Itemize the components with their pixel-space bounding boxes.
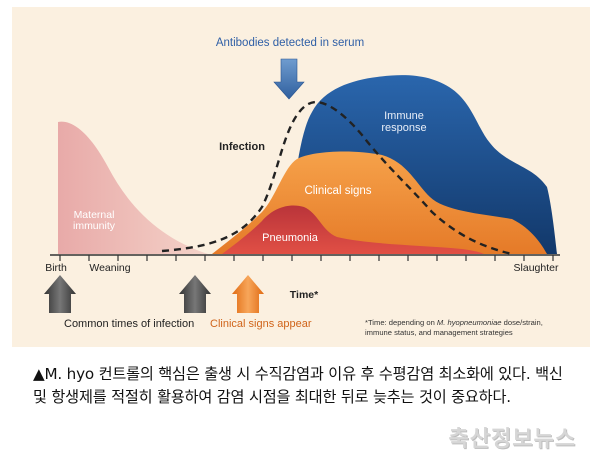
- footnote-line1: *Time: depending on M. hyopneumoniae dos…: [365, 318, 543, 327]
- immune-response-label-line1: Immune: [384, 110, 424, 122]
- infection-label: Infection: [219, 141, 265, 153]
- antibodies-label: Antibodies detected in serum: [216, 37, 364, 49]
- infection-time-arrow-icon: [179, 275, 211, 313]
- axis-ticks: [59, 255, 554, 261]
- common-infection-label: Common times of infection: [64, 318, 194, 330]
- footnote-species: M. hyopneumoniae: [437, 318, 502, 327]
- maternal-immunity-label-line2: immunity: [73, 220, 116, 232]
- infection-time-arrow-icon: [44, 275, 76, 313]
- mhyo-infection-timeline-diagram: Antibodies detected in serum Infection I…: [12, 7, 590, 347]
- clinical-appear-label: Clinical signs appear: [210, 318, 312, 330]
- pneumonia-area: [222, 205, 484, 254]
- pneumonia-label: Pneumonia: [262, 232, 319, 244]
- maternal-immunity-label-line1: Maternal: [74, 209, 115, 221]
- axis-time-label: Time*: [290, 289, 319, 301]
- maternal-immunity-area: [58, 121, 208, 254]
- clinical-signs-arrow-icon: [232, 275, 264, 313]
- axis-weaning-label: Weaning: [89, 262, 130, 274]
- watermark: 축산정보뉴스: [448, 427, 576, 452]
- caption-text: ▲M. hyo 컨트롤의 핵심은 출생 시 수직감염과 이유 후 수평감염 최소…: [33, 365, 563, 406]
- caption-box: ▲M. hyo 컨트롤의 핵심은 출생 시 수직감염과 이유 후 수평감염 최소…: [12, 349, 590, 461]
- footnote-line1-prefix: *Time: depending on: [365, 318, 437, 327]
- clinical-signs-label: Clinical signs: [304, 185, 371, 197]
- footnote-line1-suffix: dose/strain,: [502, 318, 543, 327]
- antibodies-arrow-icon: [273, 58, 305, 100]
- footnote-line2: immune status, and management strategies: [365, 328, 513, 337]
- immune-response-label-line2: response: [381, 122, 426, 134]
- axis-birth-label: Birth: [45, 262, 67, 274]
- axis-slaughter-label: Slaughter: [514, 262, 559, 274]
- infection-dashed-curve: [161, 100, 513, 256]
